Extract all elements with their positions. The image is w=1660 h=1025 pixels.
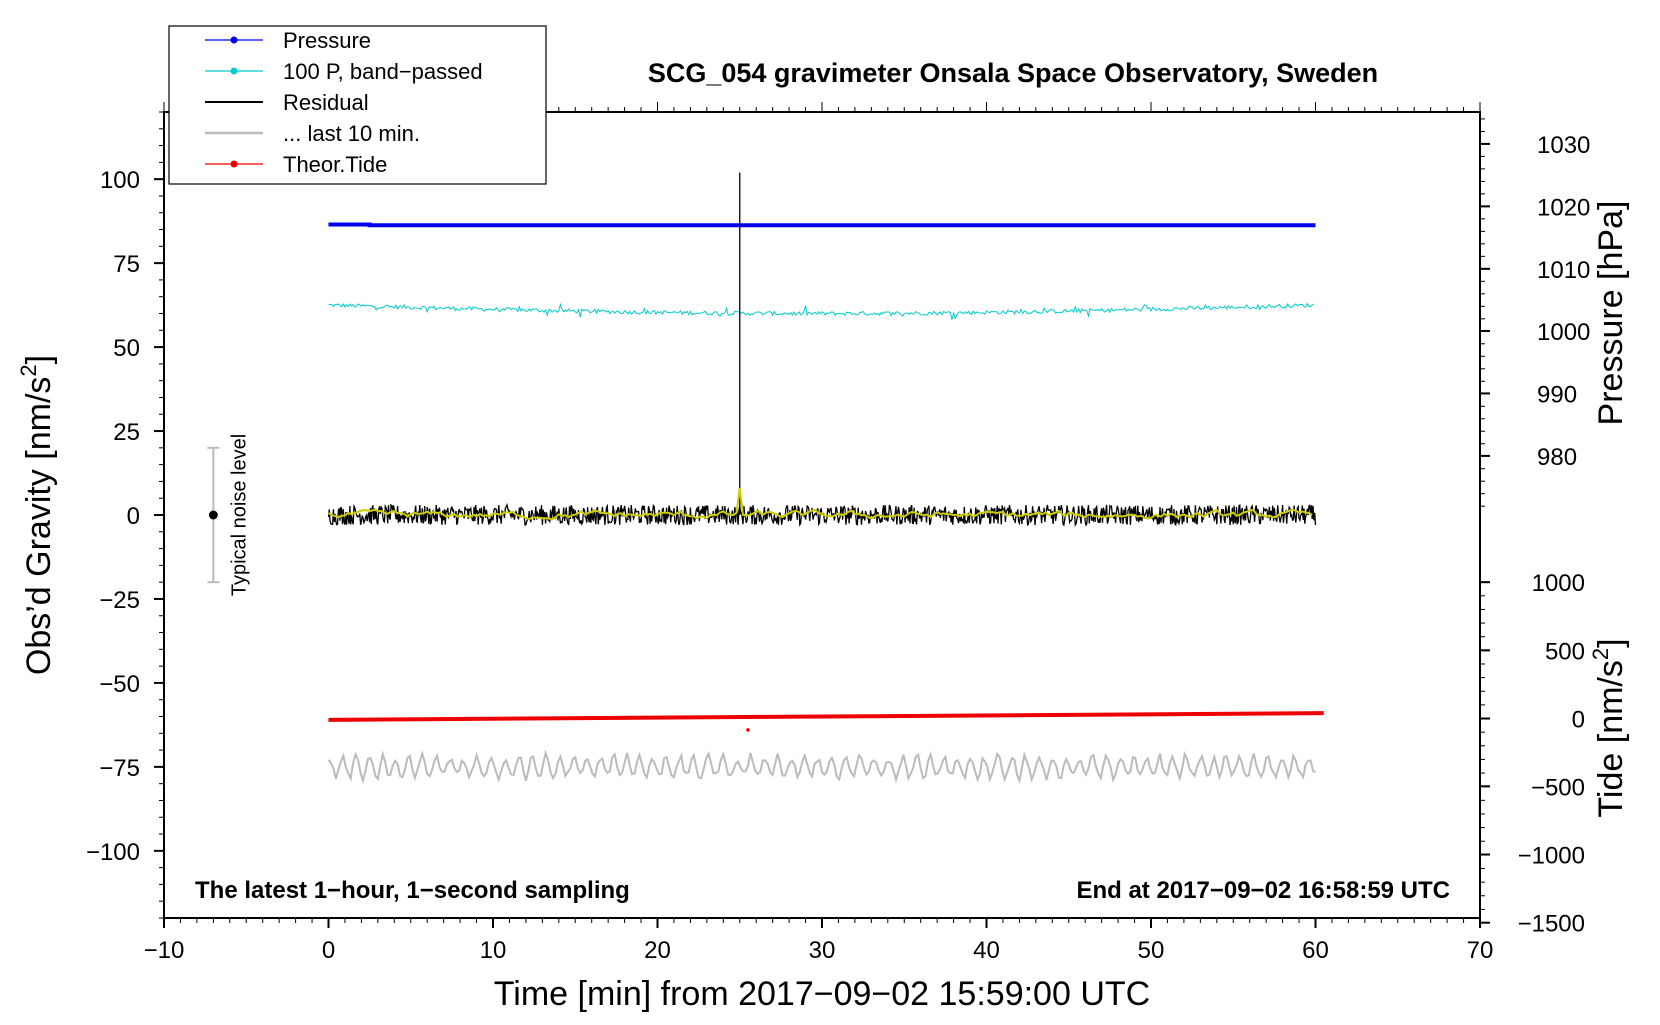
legend-entry-tide: Theor.Tide bbox=[205, 152, 387, 177]
y-tick-label: 50 bbox=[113, 335, 140, 362]
pressure-axis-title: Pressure [hPa] bbox=[1592, 201, 1630, 426]
chart-title: SCG_054 gravimeter Onsala Space Observat… bbox=[648, 58, 1378, 88]
tide-tick-label: 1000 bbox=[1532, 570, 1585, 597]
x-tick-label: 70 bbox=[1467, 937, 1494, 964]
noise-level-marker: Typical noise level bbox=[207, 434, 250, 596]
tide-axis-title: Tide [nm/s2] bbox=[1588, 638, 1630, 817]
tide-axis-title-superscript: 2 bbox=[1588, 648, 1613, 660]
y-tick-label: 25 bbox=[113, 419, 140, 446]
series-pressure-line bbox=[328, 222, 1316, 228]
y-tick-label: −100 bbox=[86, 839, 140, 866]
legend-label-residual: Residual bbox=[283, 90, 369, 115]
y-tick-label: −75 bbox=[99, 755, 140, 782]
y-axis-ticks: 100 75 50 25 0 −25 −50 −75 −100 bbox=[86, 111, 164, 919]
legend-marker-tide bbox=[230, 160, 238, 168]
y-tick-label: 100 bbox=[100, 167, 140, 194]
tide-tick-label: −500 bbox=[1531, 774, 1585, 801]
pressure-tick-label: 980 bbox=[1537, 444, 1577, 471]
x-axis-title: Time [min] from 2017−09−02 15:59:00 UTC bbox=[494, 975, 1150, 1013]
tide-axis-title-end: ] bbox=[1592, 638, 1630, 647]
x-tick-label: 30 bbox=[809, 937, 836, 964]
legend-entry-residual: Residual bbox=[205, 90, 369, 115]
tide-outlier-point bbox=[746, 728, 750, 732]
y-tick-label: 0 bbox=[127, 503, 140, 530]
y-axis-title: Obs’d Gravity [nm/s2] bbox=[16, 355, 58, 675]
right-axis-ticks: 1030 1020 1010 1000 990 980 1000 500 0 −500 −1000 −… bbox=[1480, 118, 1590, 938]
legend-label-pressure: Pressure bbox=[283, 28, 371, 53]
legend-box bbox=[168, 25, 547, 185]
legend-marker-bandpassed bbox=[230, 67, 238, 75]
footer-right-note: End at 2017−09−02 16:58:59 UTC bbox=[1076, 877, 1450, 904]
legend-entry-last10: ... last 10 min. bbox=[205, 121, 420, 146]
x-tick-label: 20 bbox=[644, 937, 671, 964]
x-tick-label: 50 bbox=[1138, 937, 1165, 964]
x-tick-label: 60 bbox=[1302, 937, 1329, 964]
footer-left-note: The latest 1−hour, 1−second sampling bbox=[195, 877, 630, 904]
series-last10-line bbox=[327, 749, 1316, 785]
tide-tick-label: −1500 bbox=[1518, 911, 1585, 938]
legend-label-last10: ... last 10 min. bbox=[283, 121, 420, 146]
series-residual-smoothed-line bbox=[328, 487, 1313, 521]
legend-entry-bandpassed: 100 P, band−passed bbox=[205, 59, 483, 84]
y-tick-label: 75 bbox=[113, 251, 140, 278]
pressure-tick-label: 1020 bbox=[1537, 194, 1590, 221]
legend: Pressure 100 P, band−passed Residual ...… bbox=[168, 25, 547, 185]
pressure-tick-label: 990 bbox=[1537, 381, 1577, 408]
legend-label-bandpassed: 100 P, band−passed bbox=[283, 59, 483, 84]
noise-level-label: Typical noise level bbox=[228, 434, 250, 596]
x-axis-ticks: −10 0 10 20 30 40 50 60 70 bbox=[144, 918, 1494, 964]
x-tick-label: 0 bbox=[322, 937, 335, 964]
y-axis-title-end: ] bbox=[20, 355, 58, 364]
y-axis-title-main: Obs’d Gravity [nm/s bbox=[20, 377, 58, 676]
y-tick-label: −25 bbox=[99, 587, 140, 614]
series-bandpassed-line bbox=[328, 302, 1315, 320]
tide-axis-title-main: Tide [nm/s bbox=[1592, 660, 1630, 817]
pressure-tick-label: 1030 bbox=[1537, 132, 1590, 159]
y-tick-label: −50 bbox=[99, 671, 140, 698]
x-tick-label: 10 bbox=[480, 937, 507, 964]
legend-entry-pressure: Pressure bbox=[205, 28, 371, 53]
series-tide-line bbox=[328, 711, 1324, 722]
pressure-tick-label: 1000 bbox=[1537, 319, 1590, 346]
tide-tick-label: −1000 bbox=[1518, 843, 1585, 870]
x-tick-label: −10 bbox=[144, 937, 185, 964]
noise-center-dot bbox=[208, 510, 218, 520]
series-layer bbox=[327, 172, 1324, 785]
y-axis-title-superscript: 2 bbox=[16, 364, 41, 376]
tide-tick-label: 0 bbox=[1572, 707, 1585, 734]
legend-label-tide: Theor.Tide bbox=[283, 152, 387, 177]
legend-marker-pressure bbox=[230, 36, 238, 44]
pressure-tick-label: 1010 bbox=[1537, 257, 1590, 284]
x-tick-label: 40 bbox=[973, 937, 1000, 964]
tide-tick-label: 500 bbox=[1545, 638, 1585, 665]
